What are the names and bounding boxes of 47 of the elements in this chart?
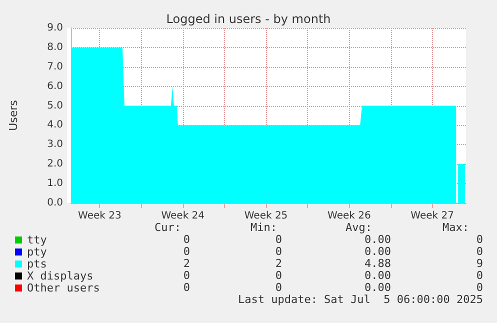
text: Avg: — [346, 221, 372, 234]
legend-label: pts — [27, 258, 47, 270]
text: 2 — [275, 257, 282, 270]
y-tick-label: 2.0 — [47, 158, 63, 170]
legend-label: tty — [27, 234, 48, 246]
x-tick-label: Week 24 — [161, 210, 205, 222]
y-tick-label: 0.0 — [47, 198, 63, 208]
text: 0.00 — [364, 245, 392, 258]
text: 0 — [183, 245, 190, 258]
text: Min: — [250, 221, 277, 234]
y-tick-label: 9.0 — [47, 22, 63, 34]
x-tick-label: Week 23 — [78, 210, 122, 222]
text: 0 — [476, 281, 483, 294]
y-tick-label: 5.0 — [47, 100, 63, 112]
y-tick-label: 1.0 — [47, 178, 63, 190]
text: 0 — [275, 269, 282, 282]
text: 0 — [183, 233, 190, 246]
y-tick-label: 3.0 — [47, 139, 63, 150]
legend-label: Other users — [27, 282, 100, 294]
text: Max: — [442, 221, 469, 234]
y-tick-label: 6.0 — [47, 80, 63, 92]
text: 0.00 — [364, 233, 392, 246]
y-axis-title: Users — [7, 100, 20, 131]
text: 0 — [183, 281, 190, 294]
text: 9 — [476, 257, 483, 270]
text: 0.00 — [364, 281, 392, 294]
text: 0 — [476, 269, 483, 282]
x-tick-label: Week 27 — [410, 210, 454, 222]
text: Cur: — [154, 221, 181, 234]
x-tick-label: Week 25 — [244, 210, 288, 222]
y-tick-label: 4.0 — [47, 120, 63, 131]
text: 0 — [275, 233, 282, 246]
text: 0 — [275, 245, 282, 258]
chart-title: Logged in users - by month — [166, 12, 331, 26]
text: 2 — [183, 257, 190, 270]
text: 0 — [275, 281, 282, 294]
text: 0 — [183, 269, 190, 282]
y-tick-label: 7.0 — [47, 61, 63, 72]
y-tick-label: 8.0 — [47, 42, 63, 53]
text: 0 — [476, 245, 483, 258]
text: Last update: Sat Jul 5 06:00:00 2025 — [238, 293, 484, 306]
text: 0.00 — [364, 269, 392, 282]
legend-label: X displays — [27, 270, 94, 282]
legend-label: pty — [27, 246, 48, 258]
text: 4.88 — [364, 257, 392, 270]
x-tick-label: Week 26 — [328, 210, 371, 222]
text: 0 — [476, 233, 483, 246]
